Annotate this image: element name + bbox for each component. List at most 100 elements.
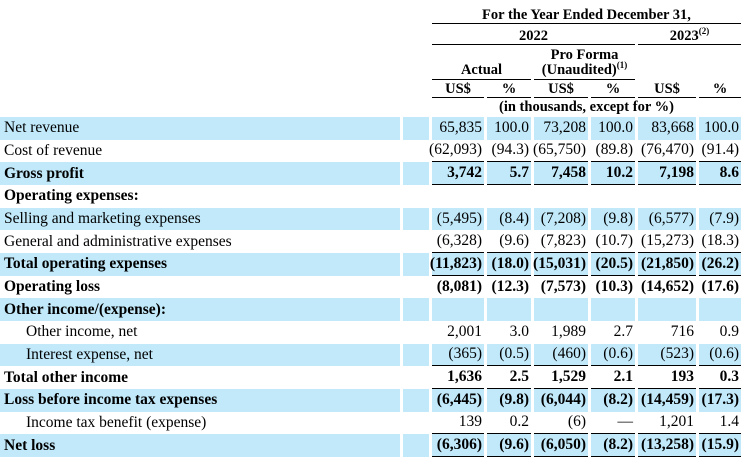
value-cell — [534, 298, 588, 321]
spacer-cell — [403, 321, 429, 344]
value-cell: (15,273) — [638, 230, 696, 253]
table-row: Interest expense, net (365) (0.5) (460) (0.6… — [0, 343, 756, 367]
spacer-cell — [403, 298, 429, 321]
value-cell: 100.0 — [591, 117, 635, 140]
spacer-cell — [403, 162, 429, 185]
table-title-text: For the Year Ended December 31, — [482, 7, 691, 23]
spacer-cell — [403, 207, 429, 231]
spacer-cell — [403, 434, 429, 457]
value-cell: (17.6) — [701, 277, 739, 295]
value-cell: (9.8) — [487, 388, 531, 412]
value-cell: (15,031) — [533, 252, 588, 276]
table-header-years-row: 2022 2023(2) — [0, 24, 756, 45]
table-body: Net revenue 65,835 100.0 73,208 100.0 83,668 1… — [0, 117, 756, 457]
table-row: Loss before income tax expenses (6,445) (9… — [0, 388, 756, 412]
value-cell: (62,093) — [429, 140, 484, 163]
value-cell — [638, 298, 696, 321]
subgroup-actual-label: Actual — [460, 62, 503, 78]
value-cell: (20.5) — [591, 252, 635, 276]
row-label: Operating expenses: — [4, 187, 139, 205]
value-cell: (7,573) — [540, 277, 586, 295]
value-cell: (8.4) — [487, 207, 531, 231]
spacer-cell — [403, 230, 429, 253]
table-row: Income tax benefit (expense) 139 0.2 (6) —1,… — [0, 412, 756, 435]
value-cell: (0.5) — [487, 343, 531, 367]
value-cell: (17.3) — [699, 388, 741, 412]
table-row: Total other income 1,636 2.5 1,529 2.1 193 0.3 — [0, 366, 756, 389]
value-cell: (7,208) — [534, 207, 588, 231]
table-row: Other income, net 2,001 3.0 1,989 2.7 716 0.9 — [0, 321, 756, 344]
value-cell: (6,328) — [432, 230, 484, 253]
spacer-cell — [403, 140, 429, 163]
row-label: Other income/(expense): — [0, 298, 400, 321]
year-group-2022: 2022 — [432, 24, 635, 45]
value-cell: 2.1 — [591, 366, 635, 389]
value-cell: (18.0) — [487, 252, 531, 276]
value-cell: (14,459) — [638, 388, 696, 412]
value-cell: 1.4 — [699, 412, 741, 435]
row-label: Net revenue — [0, 117, 400, 140]
table-header-subgroups-row: Actual Pro Forma (Unaudited)(1) — [0, 45, 756, 80]
value-cell: 100.0 — [487, 117, 531, 140]
row-label: Other income, net — [26, 323, 138, 341]
value-cell: (14,652) — [641, 277, 694, 295]
value-cell: 0.9 — [719, 323, 739, 341]
value-cell: (8,081) — [436, 277, 482, 295]
row-label: Net loss — [0, 434, 400, 457]
row-label: General and administrative expenses — [4, 232, 232, 250]
value-cell: (8.2) — [591, 434, 635, 457]
column-header-pct-5: % — [699, 80, 741, 98]
table-row: Operating loss (8,081) (12.3) (7,573) (10.3)… — [0, 276, 756, 299]
value-cell: (6) — [534, 412, 588, 435]
value-cell: 0.3 — [699, 366, 741, 389]
value-cell: 3,742 — [432, 162, 484, 185]
table-row: Cost of revenue (62,093) (94.3) (65,750) (89… — [0, 140, 756, 163]
value-cell: (11,823) — [430, 252, 484, 276]
column-header-usd-2: US$ — [534, 80, 588, 98]
value-cell: (6,050) — [534, 434, 588, 457]
value-cell: (94.3) — [487, 140, 531, 163]
spacer-cell — [403, 388, 429, 412]
value-cell: (15.9) — [699, 434, 741, 457]
spacer-cell — [403, 276, 429, 299]
subgroup-proforma-label: Pro Forma (Unaudited)(1) — [541, 47, 628, 78]
value-cell: (10.7) — [591, 230, 635, 253]
table-row: Total operating expenses (11,823) (18.0) (1… — [0, 252, 756, 276]
value-cell: 193 — [638, 366, 696, 389]
column-header-pct-1: % — [487, 80, 531, 98]
value-cell: (89.8) — [591, 140, 635, 163]
value-cell: (9.8) — [591, 207, 635, 231]
value-cell: (6,306) — [432, 434, 484, 457]
value-cell: 2.5 — [487, 366, 531, 389]
row-label: Selling and marketing expenses — [0, 207, 400, 231]
value-cell: 10.2 — [591, 162, 635, 185]
subgroup-actual: Actual — [432, 45, 531, 80]
value-cell: 7,198 — [638, 162, 696, 185]
table-row: Net revenue 65,835 100.0 73,208 100.0 83,668 1… — [0, 117, 756, 140]
value-cell: 139 — [432, 412, 484, 435]
value-cell: 1,989 — [551, 323, 586, 341]
value-cell — [487, 185, 531, 208]
row-label: Operating loss — [4, 277, 101, 295]
row-label: Total other income — [4, 368, 128, 386]
spacer-cell — [403, 185, 429, 208]
value-cell: (0.6) — [591, 343, 635, 367]
table-row: Net loss (6,306) (9.6) (6,050) (8.2) (13,258)… — [0, 434, 756, 457]
value-cell: 7,458 — [534, 162, 588, 185]
value-cell — [591, 185, 635, 208]
value-cell: 1,636 — [432, 366, 484, 389]
table-header-title-row: For the Year Ended December 31, — [0, 4, 756, 24]
value-cell — [699, 185, 741, 208]
value-cell — [432, 298, 484, 321]
value-cell — [591, 298, 635, 321]
value-cell: (13,258) — [638, 434, 696, 457]
spacer-cell — [403, 366, 429, 389]
spacer-cell — [403, 343, 429, 367]
table-row: Selling and marketing expenses (5,495) (8.… — [0, 207, 756, 231]
table-row: General and administrative expenses (6,32… — [0, 230, 756, 253]
row-label: Interest expense, net — [0, 343, 400, 367]
value-cell: 2,001 — [447, 323, 482, 341]
table-header-columns-row: US$% US$% US$% — [0, 80, 756, 98]
table-row: Other income/(expense): — [0, 298, 756, 321]
